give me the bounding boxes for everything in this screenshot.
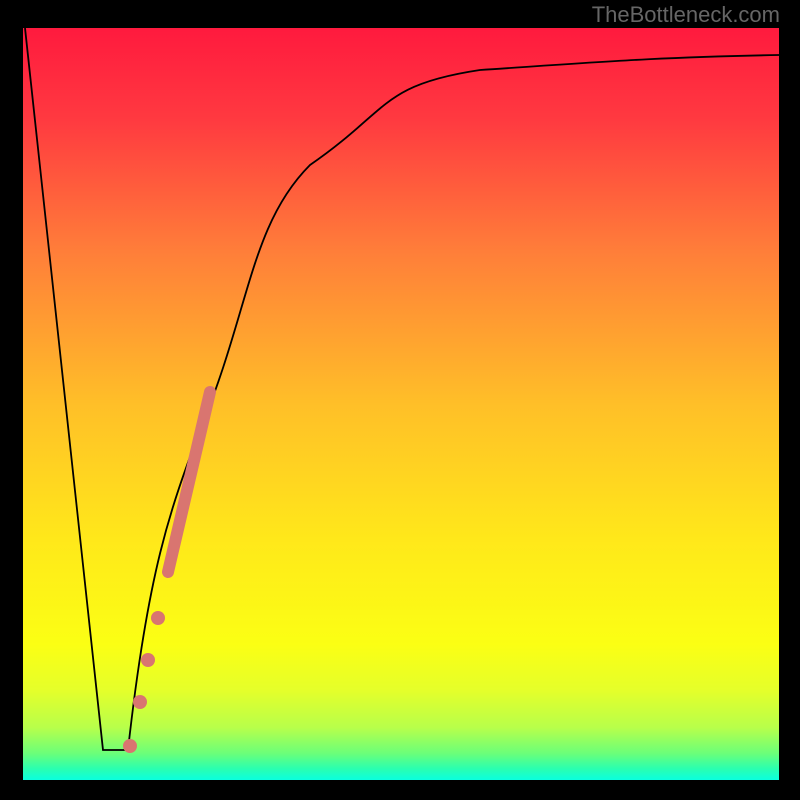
data-marker-dot [123,739,137,753]
data-marker-dot [133,695,147,709]
data-marker-dot [151,611,165,625]
data-marker-dot [141,653,155,667]
bottleneck-chart [0,0,800,800]
chart-background [23,28,779,780]
